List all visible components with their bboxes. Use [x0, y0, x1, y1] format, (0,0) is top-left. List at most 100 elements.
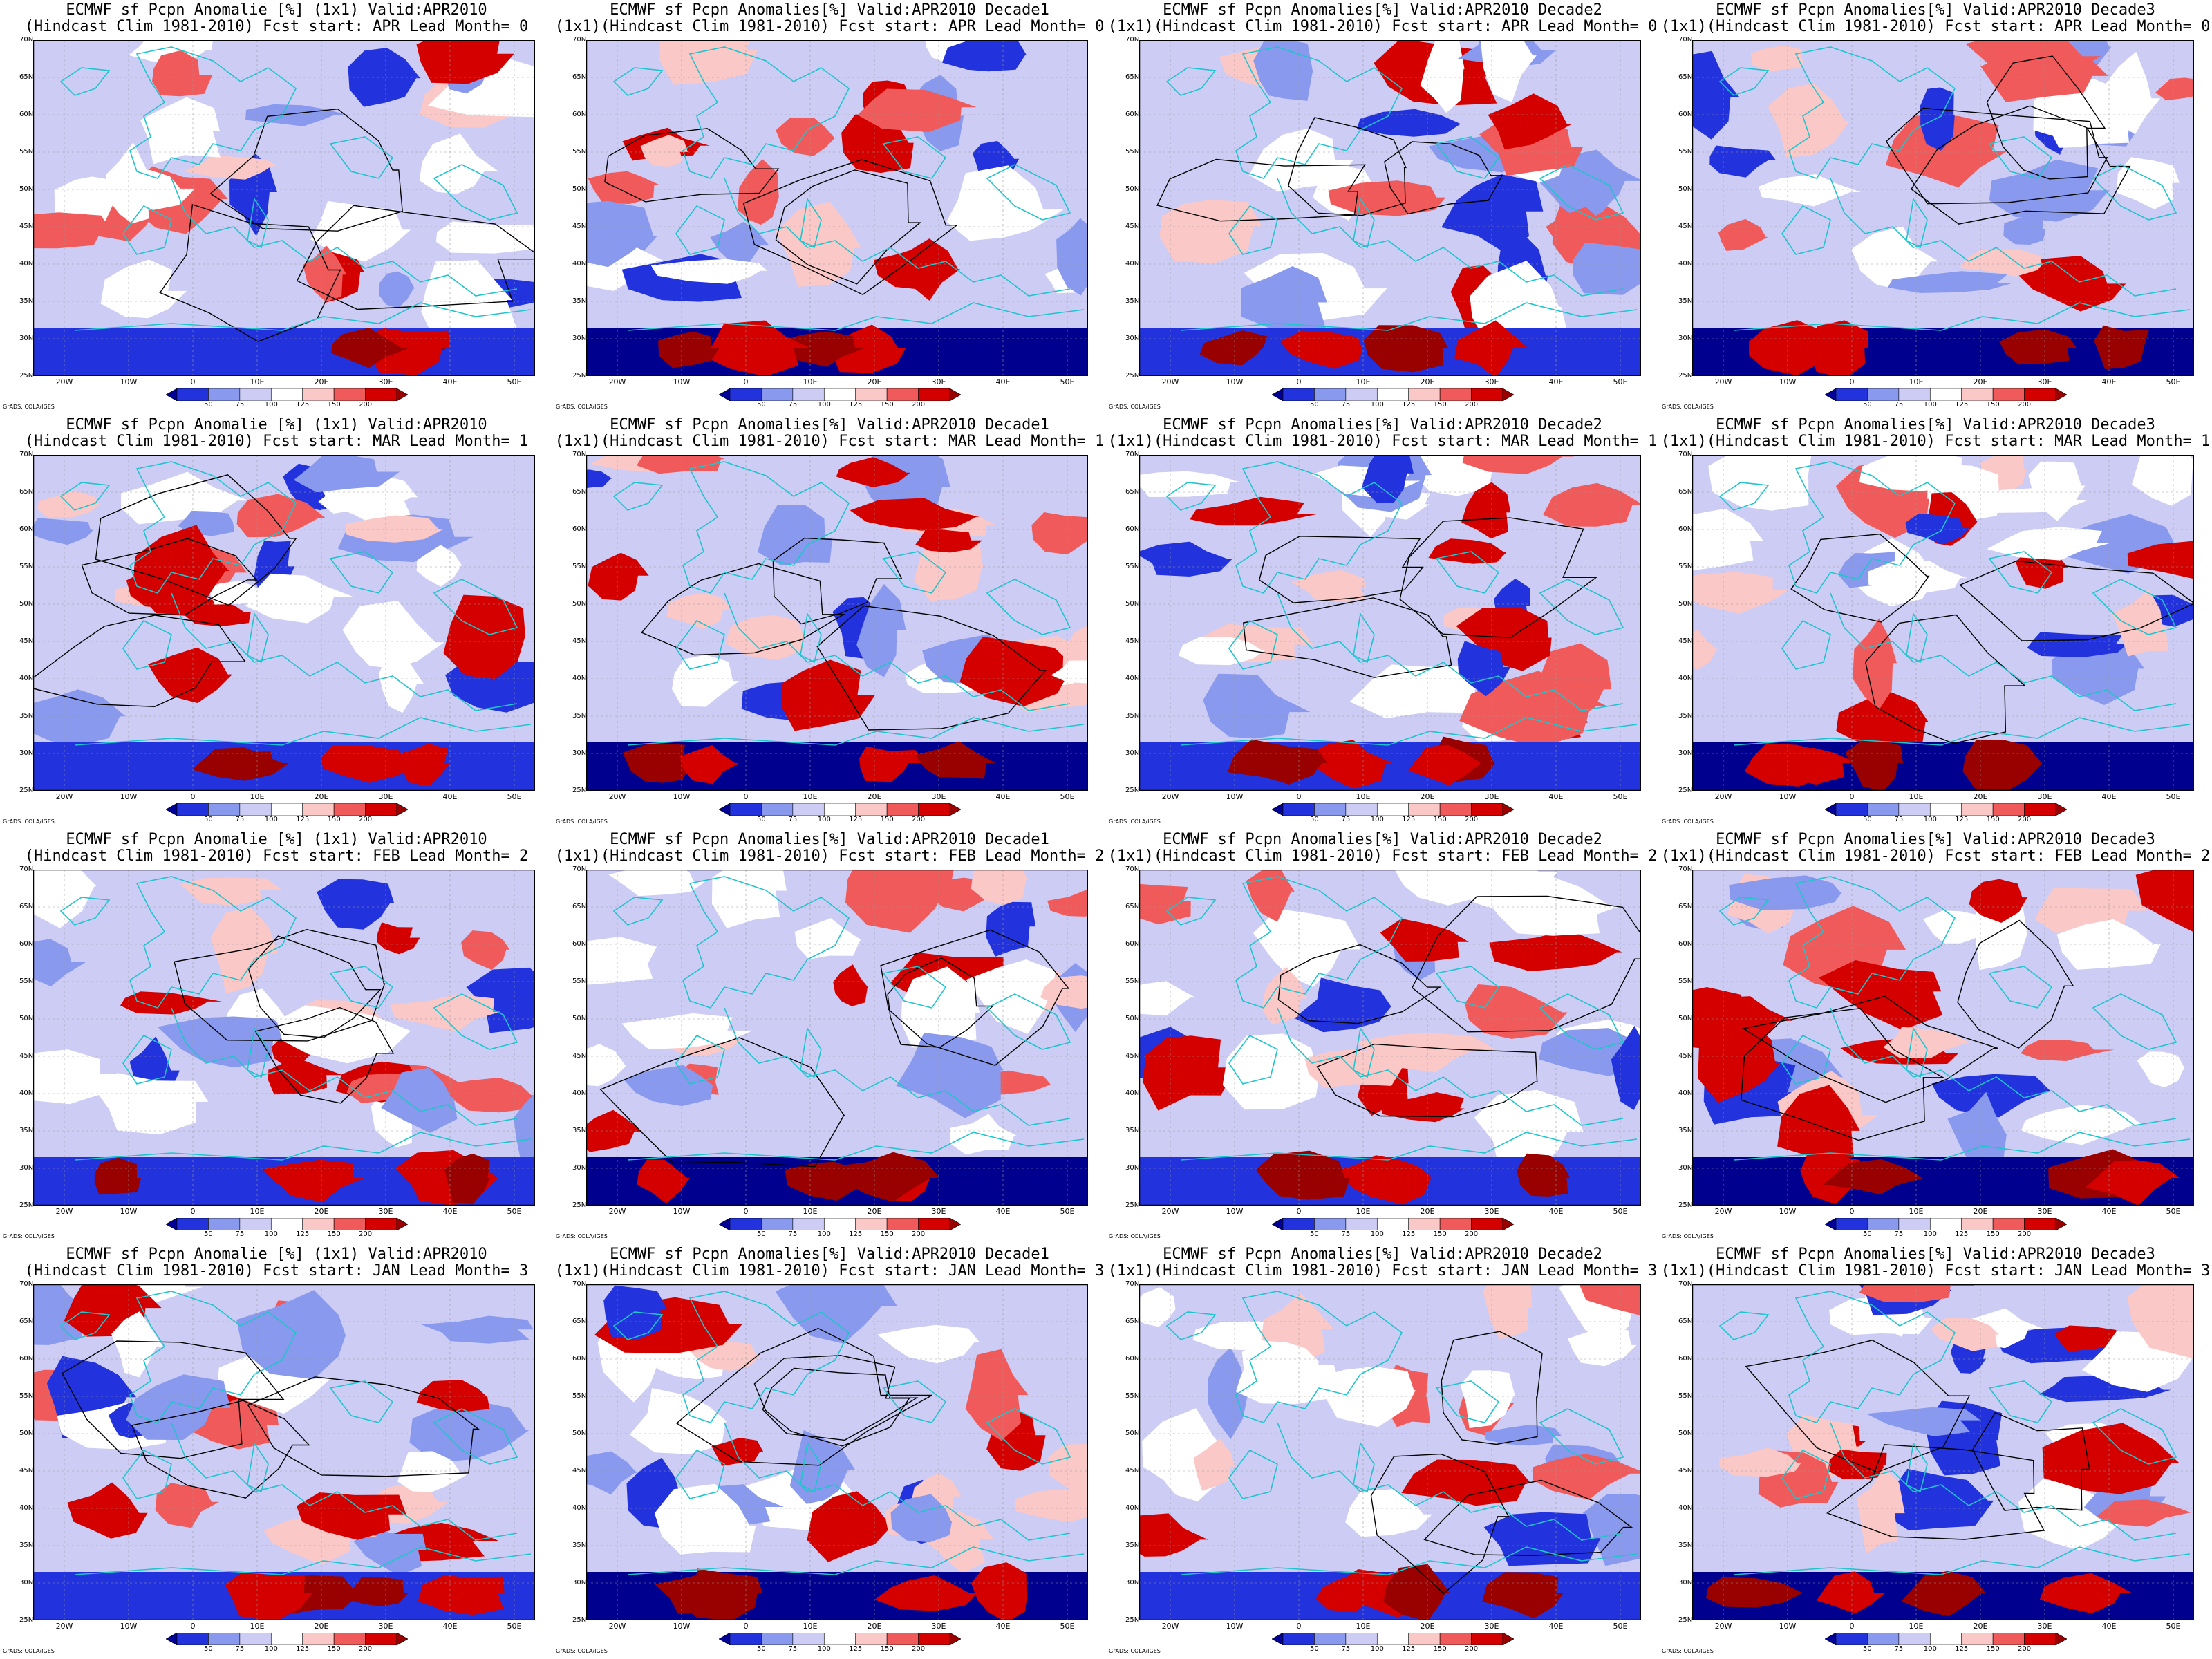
lon-tick-label: 10W: [1779, 1622, 1797, 1631]
lon-tick-label: 50E: [2166, 1622, 2181, 1631]
panel-subtitle: (1x1)(Hindcast Clim 1981-2010) Fcst star…: [554, 433, 1105, 450]
lon-tick-label: 40E: [2101, 792, 2117, 801]
map-svg: [1139, 40, 1641, 376]
lat-tick-label: 25N: [572, 1616, 587, 1624]
anomaly-region: [1692, 508, 1763, 571]
lon-tick-label: 0: [1296, 377, 1302, 386]
coastline: [612, 461, 1085, 746]
lon-tick-label: 10W: [120, 1207, 138, 1216]
anomaly-region: [775, 1284, 898, 1344]
colorbar-swatch: [1992, 1633, 2025, 1645]
colorbar-tick-label: 75: [235, 401, 245, 409]
anomaly-region: [1462, 455, 1575, 474]
lon-tick-label: 10E: [1356, 792, 1371, 801]
anomaly-region: [106, 142, 156, 224]
anomaly-region: [377, 922, 420, 955]
panel-subtitle: (1x1)(Hindcast Clim 1981-2010) Fcst star…: [1107, 433, 1658, 450]
lon-tick-label: 30E: [1484, 1207, 1499, 1216]
anomaly-region: [33, 518, 93, 545]
colorbar-swatch: [1345, 1633, 1378, 1645]
lon-tick-label: 40E: [442, 1622, 458, 1631]
colorbar-tick-label: 50: [1863, 816, 1872, 823]
colorbar-swatch: [365, 1633, 397, 1645]
anomaly-region: [725, 615, 804, 660]
lat-tick-label: 40N: [1678, 260, 1693, 268]
lon-tick-label: 20W: [608, 792, 626, 801]
colorbar-swatch: [239, 1633, 272, 1645]
colorbar-tick-label: 100: [1923, 1230, 1937, 1238]
anomaly-region: [1452, 870, 1557, 915]
lat-tick-label: 40N: [1678, 1089, 1693, 1097]
colorbar-swatch: [823, 803, 856, 816]
contour-line: [1885, 107, 2108, 205]
map-frame: [33, 1284, 535, 1620]
lon-tick-label: 20E: [314, 792, 329, 801]
lat-tick-label: 65N: [1125, 903, 1140, 910]
lon-tick-label: 20W: [1714, 1622, 1732, 1631]
lat-tick-label: 25N: [572, 1201, 587, 1209]
lat-tick-label: 45N: [1125, 223, 1140, 230]
colorbar: [719, 1633, 961, 1645]
lat-tick-label: 70N: [1678, 36, 1693, 44]
anomaly-region: [96, 1073, 209, 1135]
map-frame: [1139, 455, 1641, 791]
anomaly-region: [588, 552, 649, 601]
lat-tick-label: 45N: [1125, 637, 1140, 645]
panel-subtitle: (1x1)(Hindcast Clim 1981-2010) Fcst star…: [554, 847, 1105, 865]
colorbar-swatch: [761, 1633, 794, 1645]
colorbar-swatch: [1439, 803, 1472, 816]
lat-tick-label: 65N: [19, 73, 34, 81]
anomaly-region: [148, 647, 233, 704]
colorbar-labels: 50 75 100 125 150 200: [166, 816, 408, 824]
lon-tick-label: 40E: [2101, 1207, 2117, 1216]
lat-tick-label: 40N: [19, 1089, 34, 1097]
map-frame: [1139, 1284, 1641, 1620]
lat-tick-label: 50N: [572, 1430, 587, 1437]
colorbar-tick-label: 150: [880, 1230, 894, 1238]
contour-line: [675, 1327, 932, 1466]
coastline: [1165, 876, 1638, 1161]
colorbar-swatch: [1825, 1218, 1837, 1230]
anomaly-region: [711, 870, 787, 928]
anomaly-region: [1888, 271, 2012, 293]
anomaly-region: [833, 964, 869, 1006]
map-frame: [33, 455, 535, 791]
colorbar-swatch: [1502, 388, 1514, 401]
anomaly-region: [394, 744, 450, 787]
anomaly-map: [33, 870, 535, 1206]
lon-tick-label: 10E: [1356, 1207, 1371, 1216]
panel-subtitle: (1x1)(Hindcast Clim 1981-2010) Fcst star…: [1660, 18, 2211, 35]
colorbar-swatch: [365, 1218, 397, 1230]
lon-tick-label: 10E: [250, 1207, 265, 1216]
colorbar-swatch: [166, 803, 178, 816]
panel-subtitle: (1x1)(Hindcast Clim 1981-2010) Fcst star…: [554, 1262, 1105, 1280]
lat-tick-label: 40N: [1125, 1504, 1140, 1512]
colorbar-swatch: [855, 803, 888, 816]
colorbar-labels: 50 75 100 125 150 200: [719, 401, 961, 409]
anomaly-region: [781, 659, 876, 731]
lat-tick-label: 45N: [1678, 1467, 1693, 1474]
panel-subtitle: (1x1)(Hindcast Clim 1981-2010) Fcst star…: [1660, 433, 2211, 450]
lon-tick-label: 10W: [120, 792, 138, 801]
lon-tick-label: 10E: [250, 377, 265, 386]
colorbar-tick-label: 50: [1310, 816, 1319, 823]
lon-tick-label: 10E: [250, 792, 265, 801]
colorbar-tick-label: 150: [1986, 401, 2000, 409]
anomaly-region: [2132, 455, 2194, 506]
colorbar-swatch: [1408, 803, 1441, 816]
lat-tick-label: 55N: [1678, 148, 1693, 156]
anomaly-region: [2135, 870, 2194, 932]
anomaly-region: [1868, 560, 1968, 593]
lat-tick-label: 30N: [572, 335, 587, 342]
panel-title: ECMWF sf Pcpn Anomalies[%] Valid:APR2010…: [1163, 1, 1602, 19]
colorbar-labels: 50 75 100 125 150 200: [1825, 816, 2067, 824]
lat-tick-label: 35N: [1678, 1541, 1693, 1549]
lon-axis: 20W 10W 0 10E 20E 30E 40E 50E: [1692, 1207, 2194, 1217]
lat-tick-label: 55N: [19, 148, 34, 156]
panel-title: ECMWF sf Pcpn Anomalie [%] (1x1) Valid:A…: [66, 416, 487, 433]
lon-tick-label: 20E: [867, 377, 882, 386]
colorbar-labels: 50 75 100 125 150 200: [1272, 401, 1514, 409]
lon-tick-label: 0: [743, 377, 749, 386]
anomaly-map: [1692, 1284, 2194, 1620]
lat-tick-label: 70N: [1125, 36, 1140, 44]
